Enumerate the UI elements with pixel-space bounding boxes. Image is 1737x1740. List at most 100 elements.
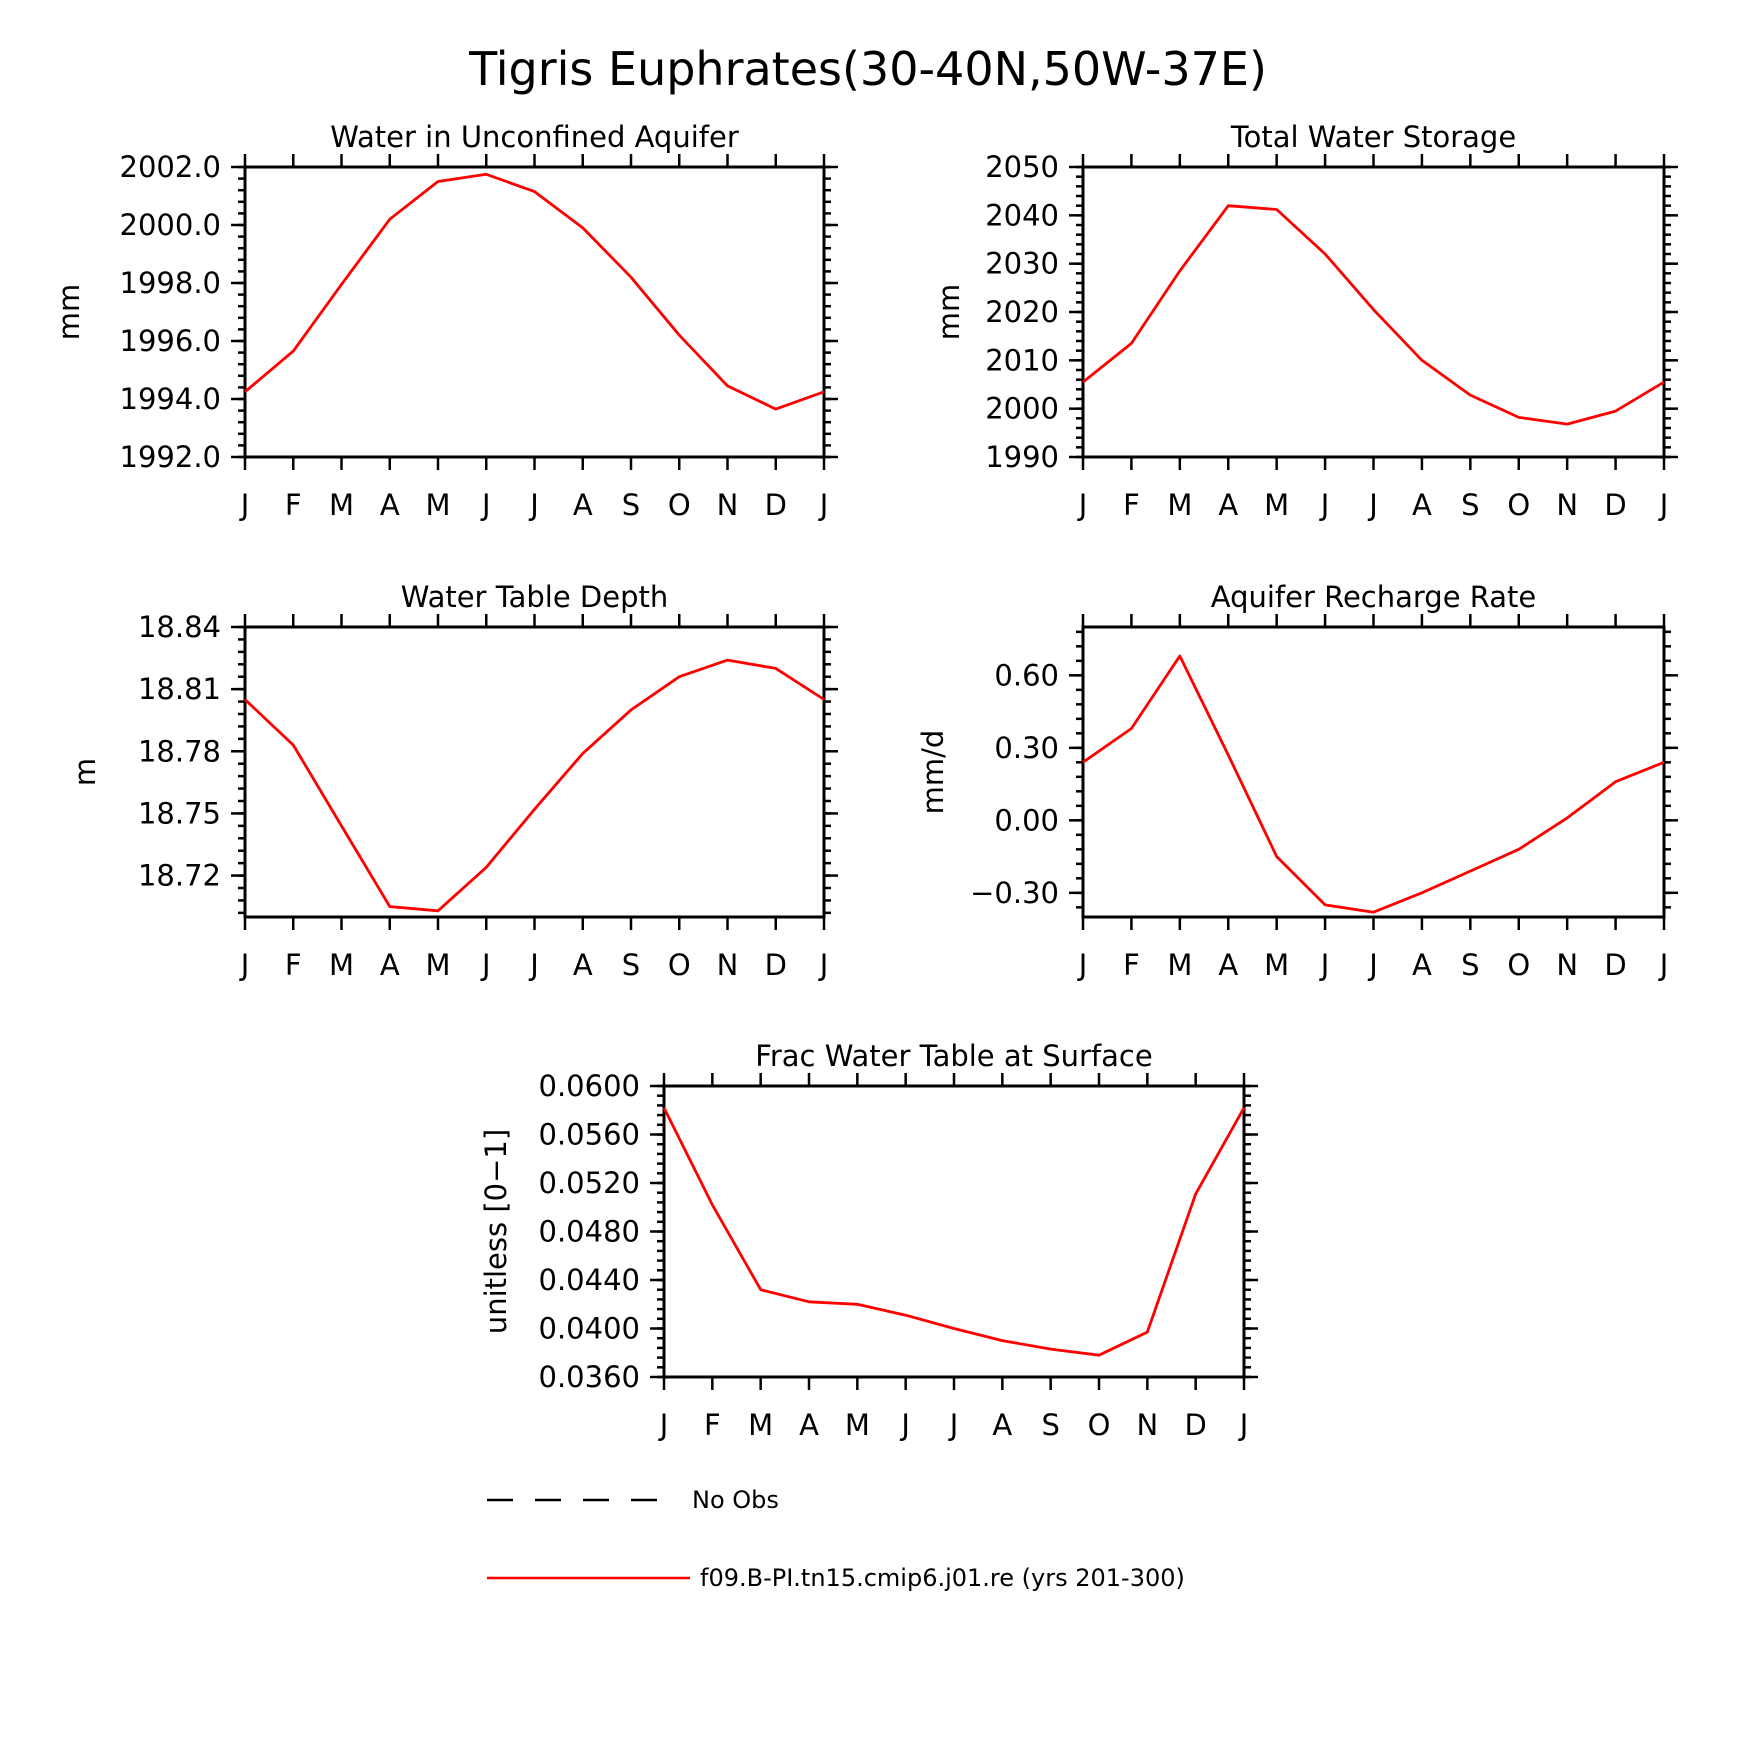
x-tick-label: A <box>573 488 593 522</box>
y-tick-label: 0.0400 <box>539 1312 640 1346</box>
y-tick-label: 2010 <box>985 343 1059 377</box>
x-tick-label: S <box>1461 948 1479 982</box>
y-tick-label: 1994.0 <box>120 382 221 416</box>
y-tick-label: 2020 <box>985 295 1059 329</box>
figure-title: Tigris Euphrates(30-40N,50W-37E) <box>468 42 1267 96</box>
plot-frame <box>662 1084 1246 1379</box>
x-tick-label: M <box>1264 948 1289 982</box>
x-tick-label: J <box>480 488 491 522</box>
series-line <box>1082 654 1665 914</box>
y-tick-label: −0.30 <box>970 876 1059 910</box>
x-tick-label: F <box>285 488 302 522</box>
y-tick-label: 0.0560 <box>539 1118 640 1152</box>
x-tick-label: M <box>1264 488 1289 522</box>
y-tick-label: 18.78 <box>138 734 221 768</box>
x-tick-label: D <box>1184 1408 1206 1442</box>
x-tick-label: F <box>704 1408 721 1442</box>
y-tick-label: 2030 <box>985 247 1059 281</box>
panel-title: Frac Water Table at Surface <box>755 1039 1152 1073</box>
x-tick-label: A <box>380 488 400 522</box>
x-tick-label: A <box>1218 948 1238 982</box>
x-tick-label: J <box>1367 948 1378 982</box>
x-tick-label: M <box>748 1408 773 1442</box>
x-tick-label: J <box>818 948 829 982</box>
y-axis-label: m <box>68 758 102 786</box>
legend-item-series: f09.B-PI.tn15.cmip6.j01.re (yrs 201-300) <box>487 1564 1185 1592</box>
x-tick-label: A <box>1218 488 1238 522</box>
y-tick-label: 2000 <box>985 392 1059 426</box>
x-tick-label: J <box>239 488 250 522</box>
series-line <box>1082 204 1665 426</box>
y-tick-label: 2000.0 <box>120 208 221 242</box>
y-tick-label: 18.72 <box>138 859 221 893</box>
y-tick-label: 2040 <box>985 198 1059 232</box>
x-tick-label: O <box>668 948 691 982</box>
y-tick-label: 0.0520 <box>539 1166 640 1200</box>
x-tick-label: A <box>992 1408 1012 1442</box>
x-tick-label: M <box>1167 488 1192 522</box>
x-tick-label: S <box>622 488 640 522</box>
x-tick-label: J <box>1077 488 1088 522</box>
x-tick-label: J <box>948 1408 959 1442</box>
x-tick-label: O <box>1088 1408 1111 1442</box>
legend: No Obs f09.B-PI.tn15.cmip6.j01.re (yrs 20… <box>487 1486 1185 1592</box>
y-tick-label: 0.30 <box>994 731 1059 765</box>
x-tick-label: J <box>1658 948 1669 982</box>
x-tick-label: J <box>658 1408 669 1442</box>
x-tick-label: N <box>717 948 739 982</box>
x-tick-label: O <box>668 488 691 522</box>
x-tick-label: J <box>528 948 539 982</box>
y-tick-label: 0.0440 <box>539 1263 640 1297</box>
x-tick-label: M <box>425 948 450 982</box>
y-axis-label: mm <box>932 284 966 341</box>
plot-frame <box>1081 165 1666 459</box>
x-tick-label: N <box>717 488 739 522</box>
panel-title: Aquifer Recharge Rate <box>1211 580 1537 614</box>
x-tick-label: D <box>765 488 787 522</box>
panel-title: Water in Unconfined Aquifer <box>330 120 739 154</box>
x-tick-label: A <box>380 948 400 982</box>
y-axis-label: unitless [0−1] <box>479 1129 513 1334</box>
x-tick-label: J <box>1658 488 1669 522</box>
x-tick-label: D <box>1604 488 1626 522</box>
x-tick-label: D <box>765 948 787 982</box>
x-tick-label: F <box>1123 488 1140 522</box>
x-tick-label: J <box>899 1408 910 1442</box>
y-tick-label: 0.0480 <box>539 1215 640 1249</box>
plot-frame <box>243 165 826 459</box>
x-tick-label: A <box>1412 488 1432 522</box>
series-line <box>244 658 825 913</box>
x-tick-label: N <box>1556 488 1578 522</box>
x-tick-label: M <box>329 948 354 982</box>
x-tick-label: M <box>329 488 354 522</box>
x-tick-label: M <box>425 488 450 522</box>
x-tick-label: F <box>285 948 302 982</box>
x-tick-label: D <box>1604 948 1626 982</box>
y-tick-label: 18.81 <box>138 672 221 706</box>
y-tick-label: 1990 <box>985 440 1059 474</box>
x-tick-label: M <box>845 1408 870 1442</box>
x-tick-label: S <box>622 948 640 982</box>
x-tick-label: J <box>1238 1408 1249 1442</box>
y-tick-label: 2050 <box>985 150 1059 184</box>
x-tick-label: A <box>573 948 593 982</box>
x-tick-label: J <box>818 488 829 522</box>
y-axis-label: mm/d <box>916 730 950 815</box>
legend-item-obs: No Obs <box>487 1486 779 1514</box>
y-tick-label: 0.00 <box>994 803 1059 837</box>
series-line <box>662 1107 1246 1357</box>
x-tick-label: J <box>1319 488 1330 522</box>
y-tick-label: 2002.0 <box>120 150 221 184</box>
y-tick-label: 18.75 <box>138 796 221 830</box>
x-tick-label: N <box>1556 948 1578 982</box>
panel-title: Total Water Storage <box>1230 120 1516 154</box>
legend-label: No Obs <box>692 1486 779 1514</box>
x-tick-label: J <box>1367 488 1378 522</box>
y-tick-label: 18.84 <box>138 610 221 644</box>
x-tick-label: J <box>239 948 250 982</box>
legend-label: f09.B-PI.tn15.cmip6.j01.re (yrs 201-300) <box>700 1564 1185 1592</box>
y-tick-label: 0.0360 <box>539 1360 640 1394</box>
y-tick-label: 0.60 <box>994 658 1059 692</box>
